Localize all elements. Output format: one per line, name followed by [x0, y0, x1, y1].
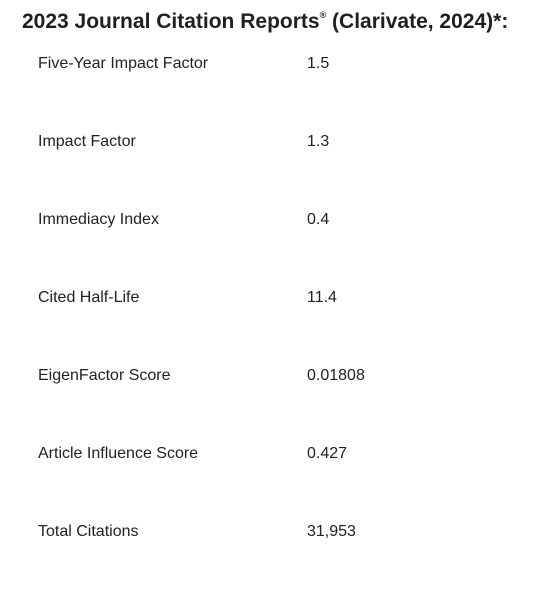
metric-name: Impact Factor [38, 133, 136, 150]
title-source: (Clarivate, 2024)*: [326, 10, 509, 33]
metric-row-five-year-impact-factor: Five-Year Impact Factor 1.5 [38, 54, 538, 132]
metric-row-impact-factor: Impact Factor 1.3 [38, 132, 538, 210]
metric-row-article-influence-score: Article Influence Score 0.427 [38, 444, 538, 522]
metric-name: EigenFactor Score [38, 367, 171, 384]
page-title: 2023 Journal Citation Reports® (Clarivat… [22, 9, 508, 35]
metric-value: 0.4 [307, 211, 330, 228]
title-text: 2023 Journal Citation Reports [22, 10, 320, 33]
metric-row-total-citations: Total Citations 31,953 [38, 522, 538, 600]
metric-value: 0.427 [307, 445, 348, 462]
metric-value: 11.4 [307, 289, 337, 306]
metric-name: Article Influence Score [38, 445, 199, 462]
metric-name: Five-Year Impact Factor [38, 55, 209, 72]
metric-name: Immediacy Index [38, 211, 159, 228]
metrics-table: Five-Year Impact Factor 1.5 Impact Facto… [38, 54, 538, 600]
metric-value: 31,953 [307, 523, 356, 540]
metric-row-eigenfactor-score: EigenFactor Score 0.01808 [38, 366, 538, 444]
registered-mark: ® [319, 10, 327, 20]
metric-value: 0.01808 [307, 367, 365, 384]
metric-name: Cited Half-Life [38, 289, 140, 306]
metric-value: 1.3 [307, 133, 330, 150]
metric-row-cited-half-life: Cited Half-Life 11.4 [38, 288, 538, 366]
metric-name: Total Citations [38, 523, 139, 540]
metric-value: 1.5 [307, 55, 330, 72]
metric-row-immediacy-index: Immediacy Index 0.4 [38, 210, 538, 288]
